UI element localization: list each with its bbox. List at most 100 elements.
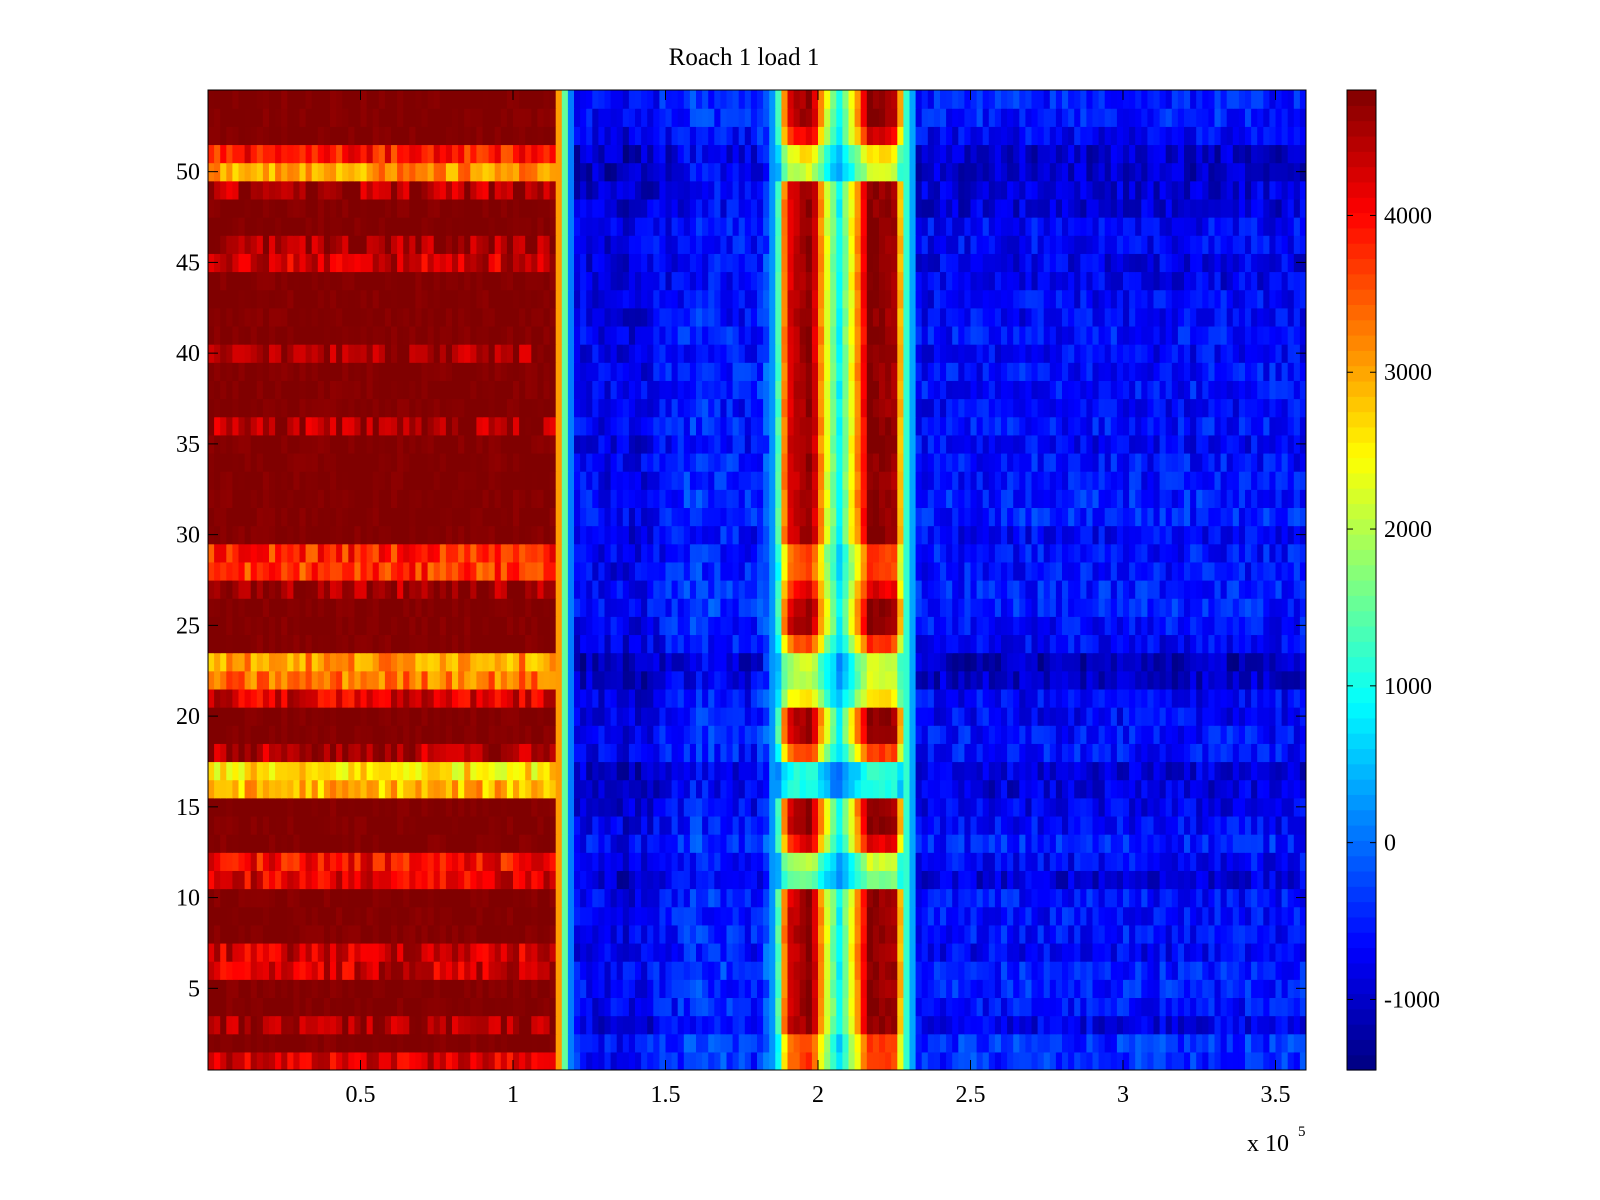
heatmap-cell [1110,797,1118,817]
heatmap-cell [726,743,734,763]
heatmap-cell [1104,707,1112,726]
heatmap-cell [1177,870,1185,890]
heatmap-cell [1238,852,1246,871]
heatmap-cell [1208,616,1216,636]
heatmap-cell [598,797,606,817]
heatmap-cell [903,707,911,726]
heatmap-cell [1013,1033,1020,1053]
heatmap-cell [1049,979,1057,999]
heatmap-cell [1068,634,1075,654]
heatmap-cell [1251,670,1258,690]
heatmap-cell [616,979,624,999]
heatmap-cell [1245,634,1252,654]
heatmap-cell [1098,979,1106,999]
heatmap-cell [885,707,892,726]
heatmap-cell [567,688,575,708]
heatmap-cell [1019,743,1026,763]
heatmap-cell [683,779,691,799]
heatmap-cell [665,834,673,853]
heatmap-cell [848,1033,856,1053]
heatmap-cell [1001,670,1008,690]
heatmap-cell [659,707,667,726]
heatmap-cell [763,942,770,962]
heatmap-cell [220,707,227,726]
heatmap-cell [1068,761,1075,781]
heatmap-cell [610,815,618,835]
heatmap-cell [409,942,416,962]
heatmap-cell [1226,997,1234,1017]
heatmap-cell [1116,888,1124,908]
heatmap-cell [482,815,490,835]
heatmap-cell [848,707,856,726]
heatmap-cell [348,688,355,708]
heatmap-cell [439,1015,447,1035]
heatmap-cell [275,979,282,999]
heatmap-cell [232,688,240,708]
heatmap-cell [732,561,740,581]
heatmap-cell [1080,779,1087,799]
heatmap-cell [872,834,880,853]
heatmap-cell [958,924,965,944]
heatmap-cell [848,979,856,999]
heatmap-cell [903,815,911,835]
heatmap-cell [378,598,386,617]
heatmap-cell [384,1033,392,1053]
heatmap-cell [714,1033,721,1053]
heatmap-cell [909,1033,917,1053]
heatmap-cell [494,634,502,654]
heatmap-cell [872,961,880,980]
heatmap-cell [622,688,630,708]
heatmap-cell [1269,924,1277,944]
heatmap-cell [1043,852,1051,871]
heatmap-cell [269,1015,276,1035]
heatmap-cell [641,852,648,871]
heatmap-cell [1068,652,1075,672]
heatmap-cell [781,616,789,636]
heatmap-cell [1287,1051,1295,1070]
heatmap-cell [1055,1051,1063,1070]
heatmap-cell [879,852,886,871]
heatmap-cell [1001,942,1008,962]
heatmap-cell [1141,924,1148,944]
heatmap-cell [610,761,618,781]
heatmap-cell [555,979,563,999]
heatmap-cell [1220,1033,1228,1053]
heatmap-cell [799,707,807,726]
heatmap-cell [1214,688,1222,708]
heatmap-cell [342,924,349,944]
heatmap-cell [531,815,538,835]
heatmap-cell [818,834,825,853]
heatmap-cell [757,870,764,890]
heatmap-cell [1147,979,1155,999]
heatmap-cell [1019,688,1026,708]
heatmap-cell [1141,961,1148,980]
heatmap-cell [854,580,862,599]
heatmap-cell [836,616,843,636]
heatmap-cell [952,797,959,817]
heatmap-cell [616,561,624,581]
heatmap-cell [915,598,923,617]
heatmap-cell [366,852,374,871]
heatmap-cell [1092,688,1100,708]
heatmap-cell [921,815,929,835]
heatmap-cell [689,688,697,708]
heatmap-cell [226,1051,233,1070]
heatmap-cell [824,652,831,672]
heatmap-cell [1001,616,1008,636]
heatmap-cell [769,906,776,926]
heatmap-cell [635,942,642,962]
heatmap-cell [860,1015,868,1035]
heatmap-cell [488,942,496,962]
heatmap-cell [1043,761,1051,781]
heatmap-row [208,942,1306,962]
heatmap-cell [525,979,532,999]
heatmap-cell [1159,815,1167,835]
heatmap-cell [1165,942,1173,962]
heatmap-cell [1001,1015,1008,1035]
heatmap-cell [744,652,752,672]
heatmap-cell [1171,616,1179,636]
heatmap-cell [635,652,642,672]
heatmap-cell [988,1033,996,1053]
heatmap-cell [927,815,935,835]
heatmap-cell [616,580,624,599]
